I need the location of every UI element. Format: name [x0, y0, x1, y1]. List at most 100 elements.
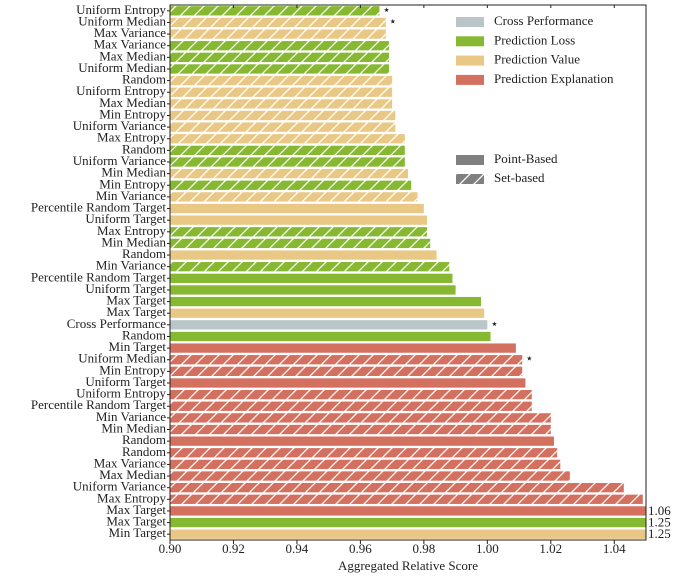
legend-label: Cross Performance: [494, 13, 594, 28]
bar: [170, 110, 396, 121]
y-tick-label: Max Target: [106, 502, 166, 517]
value-label: 1.25: [648, 515, 671, 530]
value-label: 1.06: [648, 503, 671, 518]
y-tick-label: Percentile Random Target: [31, 397, 166, 412]
legend-label: Prediction Loss: [494, 32, 575, 47]
bar: [170, 471, 570, 481]
legend-swatch: [456, 74, 484, 85]
y-tick-label: Percentile Random Target: [31, 200, 166, 215]
y-tick-label: Uniform Entropy: [76, 386, 166, 401]
y-tick-label: Max Median: [99, 467, 166, 482]
y-tick-label: Min Median: [101, 234, 166, 249]
y-tick-label: Uniform Target: [85, 281, 166, 296]
bar: [170, 343, 516, 353]
bar: [170, 145, 405, 156]
legend-swatch: [456, 155, 484, 165]
x-axis-label: Aggregated Relative Score: [338, 558, 478, 573]
bar: [170, 459, 561, 470]
bar: [170, 389, 532, 400]
annotation: ⋆: [490, 316, 498, 331]
bar: [170, 52, 389, 62]
bar: [170, 331, 491, 342]
y-tick-label: Cross Performance: [67, 316, 167, 331]
bar: [170, 238, 431, 249]
bar: [170, 506, 646, 516]
y-tick-label: Uniform Variance: [73, 479, 166, 494]
legend-label: Prediction Explanation: [494, 71, 614, 86]
bar: [170, 203, 424, 214]
bar: [170, 273, 453, 283]
y-tick-label: Uniform Variance: [73, 153, 166, 168]
y-tick-label: Max Entropy: [97, 130, 166, 145]
bar: [170, 285, 456, 295]
x-tick-label: 1.02: [539, 541, 562, 556]
bar: [170, 17, 386, 28]
legend-swatch: [456, 174, 484, 184]
y-tick-label: Uniform Entropy: [76, 2, 166, 17]
bar: [170, 227, 428, 237]
y-tick-label: Random: [122, 72, 166, 87]
bar: [170, 320, 488, 330]
y-tick-label: Max Median: [99, 48, 166, 63]
legend-label: Prediction Value: [494, 52, 580, 67]
x-tick-label: 0.94: [286, 541, 309, 556]
value-label: 1.25: [648, 526, 671, 541]
y-tick-label: Min Variance: [96, 188, 166, 203]
y-tick-label: Max Variance: [94, 25, 167, 40]
legend-label: Point-Based: [494, 151, 558, 166]
y-tick-label: Random: [122, 444, 166, 459]
bar: [170, 366, 523, 377]
y-tick-label: Max Entropy: [97, 223, 166, 238]
bar: [170, 134, 405, 144]
y-tick-label: Random: [122, 432, 166, 447]
legend-swatch: [456, 36, 484, 47]
y-tick-label: Min Target: [109, 525, 167, 540]
plot-frame: [169, 4, 647, 541]
bar: [170, 157, 405, 167]
x-tick-label: 1.04: [603, 541, 626, 556]
y-tick-label: Uniform Target: [85, 374, 166, 389]
annotation: ⋆: [389, 13, 397, 28]
x-tick-label: 0.96: [349, 541, 372, 556]
bar: [170, 64, 389, 74]
bar: [170, 424, 551, 435]
y-tick-label: Min Entropy: [99, 176, 166, 191]
bar: [170, 517, 646, 528]
y-tick-label: Max Target: [106, 514, 166, 529]
y-tick-label: Max Median: [99, 95, 166, 110]
bar: [170, 448, 558, 458]
plot-area: [170, 6, 646, 539]
bar: [170, 41, 389, 51]
x-tick-label: 0.92: [222, 541, 245, 556]
bar: [170, 355, 523, 365]
y-tick-label: Max Variance: [94, 37, 167, 52]
y-tick-label: Uniform Variance: [73, 118, 166, 133]
legend-swatch: [456, 17, 484, 27]
bar: [170, 296, 481, 307]
y-tick-label: Uniform Median: [78, 13, 166, 28]
x-tick-label: 1.00: [476, 541, 499, 556]
bar: [170, 215, 428, 225]
y-tick-label: Uniform Median: [78, 351, 166, 366]
bar: [170, 308, 485, 318]
x-tick-label: 0.98: [412, 541, 435, 556]
y-tick-label: Uniform Entropy: [76, 83, 166, 98]
x-tick-label: 0.90: [159, 541, 182, 556]
y-tick-label: Uniform Target: [85, 211, 166, 226]
y-tick-label: Min Median: [101, 420, 166, 435]
y-tick-label: Random: [122, 327, 166, 342]
bar: [170, 75, 393, 86]
y-tick-label: Max Entropy: [97, 490, 166, 505]
bar: [170, 87, 393, 97]
bar: [170, 29, 386, 39]
legend-label: Set-based: [494, 170, 545, 185]
bar: [170, 494, 643, 504]
bar: [170, 413, 551, 423]
bar: [170, 168, 408, 179]
annotation: ⋆: [525, 351, 533, 366]
bar: [170, 99, 393, 109]
bar: [170, 483, 624, 493]
y-tick-label: Max Variance: [94, 455, 167, 470]
bar: [170, 436, 554, 446]
